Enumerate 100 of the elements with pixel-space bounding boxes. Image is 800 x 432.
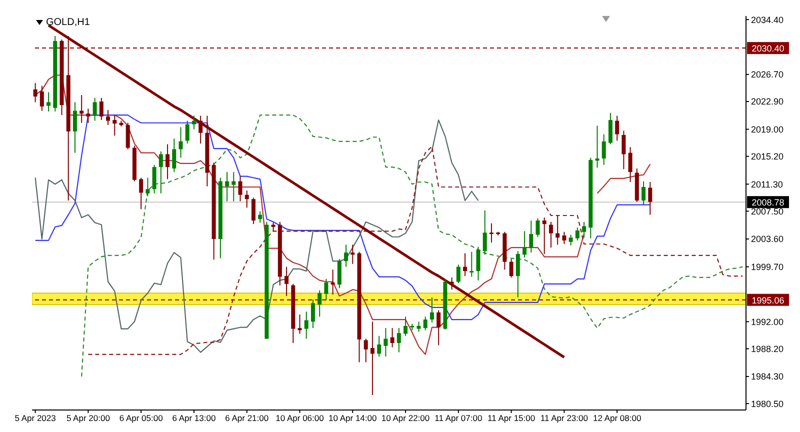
candlestick (284, 266, 289, 297)
x-tick-label: 12 Apr 08:00 (592, 413, 642, 424)
candlestick (562, 231, 566, 244)
candlestick (522, 230, 527, 258)
candlestick (595, 125, 600, 168)
candlestick (608, 112, 612, 145)
candlestick (172, 138, 176, 173)
candlestick (602, 134, 606, 166)
x-tick-label: 11 Apr 07:00 (434, 413, 482, 424)
x-tick-label: 5 Apr 20:00 (66, 413, 110, 424)
candlestick (450, 276, 454, 290)
candlestick (33, 82, 38, 103)
candlestick (568, 234, 573, 246)
x-tick-label: 6 Apr 05:00 (119, 413, 164, 424)
chart-title: GOLD,H1 (46, 17, 90, 28)
candlestick (390, 328, 394, 348)
candlestick (404, 316, 408, 336)
candlestick (178, 126, 183, 158)
candlestick (225, 172, 230, 202)
candlestick (542, 217, 546, 254)
x-tick-label: 10 Apr 14:00 (328, 413, 378, 424)
y-tick-label: 1984.30 (751, 372, 784, 382)
candlestick (92, 97, 97, 122)
candlestick (416, 321, 421, 332)
candlestick (384, 328, 388, 358)
candlestick (251, 197, 256, 225)
candlestick (476, 246, 480, 281)
x-tick-label: 10 Apr 22:00 (381, 413, 430, 424)
candlestick (112, 114, 117, 136)
candlestick (582, 221, 586, 238)
candlestick (509, 258, 514, 278)
candlestick (304, 311, 308, 340)
candlestick (529, 220, 534, 254)
y-tick-label: 2019.00 (751, 124, 784, 134)
y-tick-label: 2034.40 (751, 14, 784, 25)
candlestick (423, 316, 428, 331)
candlestick (106, 110, 110, 126)
candlestick (258, 210, 262, 224)
candlestick (482, 210, 487, 256)
candlestick (350, 244, 355, 264)
candlestick (185, 120, 190, 144)
candlestick (46, 92, 51, 112)
y-tick-label: 1999.70 (751, 262, 784, 272)
candlestick (238, 176, 242, 202)
y-tick-label: 2003.60 (751, 234, 784, 244)
candlestick (344, 244, 348, 268)
candlestick (86, 108, 90, 124)
candlestick (72, 102, 77, 154)
candlestick (489, 222, 494, 244)
candlestick (556, 214, 560, 246)
candlestick (377, 335, 382, 358)
candlestick (516, 250, 520, 298)
candlestick (99, 97, 104, 121)
y-tick-label: 2026.70 (751, 70, 784, 80)
candlestick (198, 115, 203, 144)
candlestick (244, 190, 249, 208)
ref-line-label: 2030.40 (752, 44, 784, 54)
candlestick (622, 130, 626, 170)
x-tick-label: 11 Apr 15:00 (488, 413, 536, 424)
line-series (34, 119, 479, 353)
candlestick (126, 122, 130, 150)
candlestick (456, 264, 460, 284)
candlestick (364, 338, 368, 363)
candlestick (146, 177, 150, 197)
candlestick (324, 278, 328, 301)
candlestick (370, 321, 374, 396)
ref-line-label: 2008.78 (752, 198, 784, 208)
candlestick (436, 310, 441, 346)
candlestick (463, 252, 468, 277)
candlestick (166, 144, 170, 180)
candlestick (628, 146, 632, 183)
candlestick (470, 251, 474, 278)
candlestick (158, 150, 163, 194)
line-series (88, 146, 744, 355)
y-tick-label: 2007.50 (751, 206, 784, 216)
x-tick-label: 10 Apr 06:00 (276, 413, 324, 424)
y-tick-label: 2022.90 (751, 96, 784, 107)
ref-line-label: 1995.06 (752, 295, 784, 306)
x-tick-label: 6 Apr 13:00 (172, 413, 216, 424)
candlestick (298, 314, 302, 334)
y-tick-label: 2015.20 (751, 152, 784, 162)
candlestick (337, 258, 342, 289)
x-tick-label: 5 Apr 2023 (14, 413, 56, 424)
x-tick-label: 11 Apr 23:00 (540, 413, 588, 424)
candlestick (536, 218, 540, 238)
candlestick (648, 182, 652, 216)
candlestick (642, 180, 646, 206)
candlestick (310, 299, 315, 329)
line-series (81, 114, 744, 378)
candlestick (192, 115, 196, 130)
y-tick-label: 1988.20 (751, 344, 784, 354)
x-tick-label: 6 Apr 21:00 (225, 413, 269, 424)
candlestick (430, 296, 434, 323)
candlestick (139, 177, 144, 210)
candlestick (318, 290, 322, 318)
candlestick (152, 164, 156, 194)
candlestick (232, 172, 236, 202)
candlestick (615, 115, 620, 142)
candlestick (575, 227, 580, 241)
y-tick-label: 1992.00 (751, 316, 784, 327)
